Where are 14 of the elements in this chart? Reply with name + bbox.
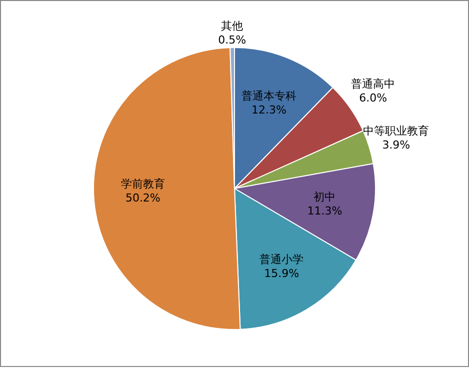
slice-label: 学前教育 xyxy=(120,178,165,191)
slice-label: 普通本专科 xyxy=(242,89,297,102)
slice-label: 普通高中 xyxy=(351,77,396,90)
data-label: 6.0% xyxy=(359,91,388,104)
slice-label: 中等职业教育 xyxy=(363,124,430,138)
data-label: 11.3% xyxy=(307,204,342,218)
slice-label: 普通小学 xyxy=(260,252,304,266)
slice-label: 初中 xyxy=(314,190,336,204)
data-label: 15.9% xyxy=(264,266,300,280)
data-label: 3.9% xyxy=(382,138,410,152)
data-label: 12.3% xyxy=(252,103,286,116)
slice-label: 其他 xyxy=(221,19,244,32)
data-label: 50.2% xyxy=(125,192,160,205)
data-label: 0.5% xyxy=(218,33,246,46)
